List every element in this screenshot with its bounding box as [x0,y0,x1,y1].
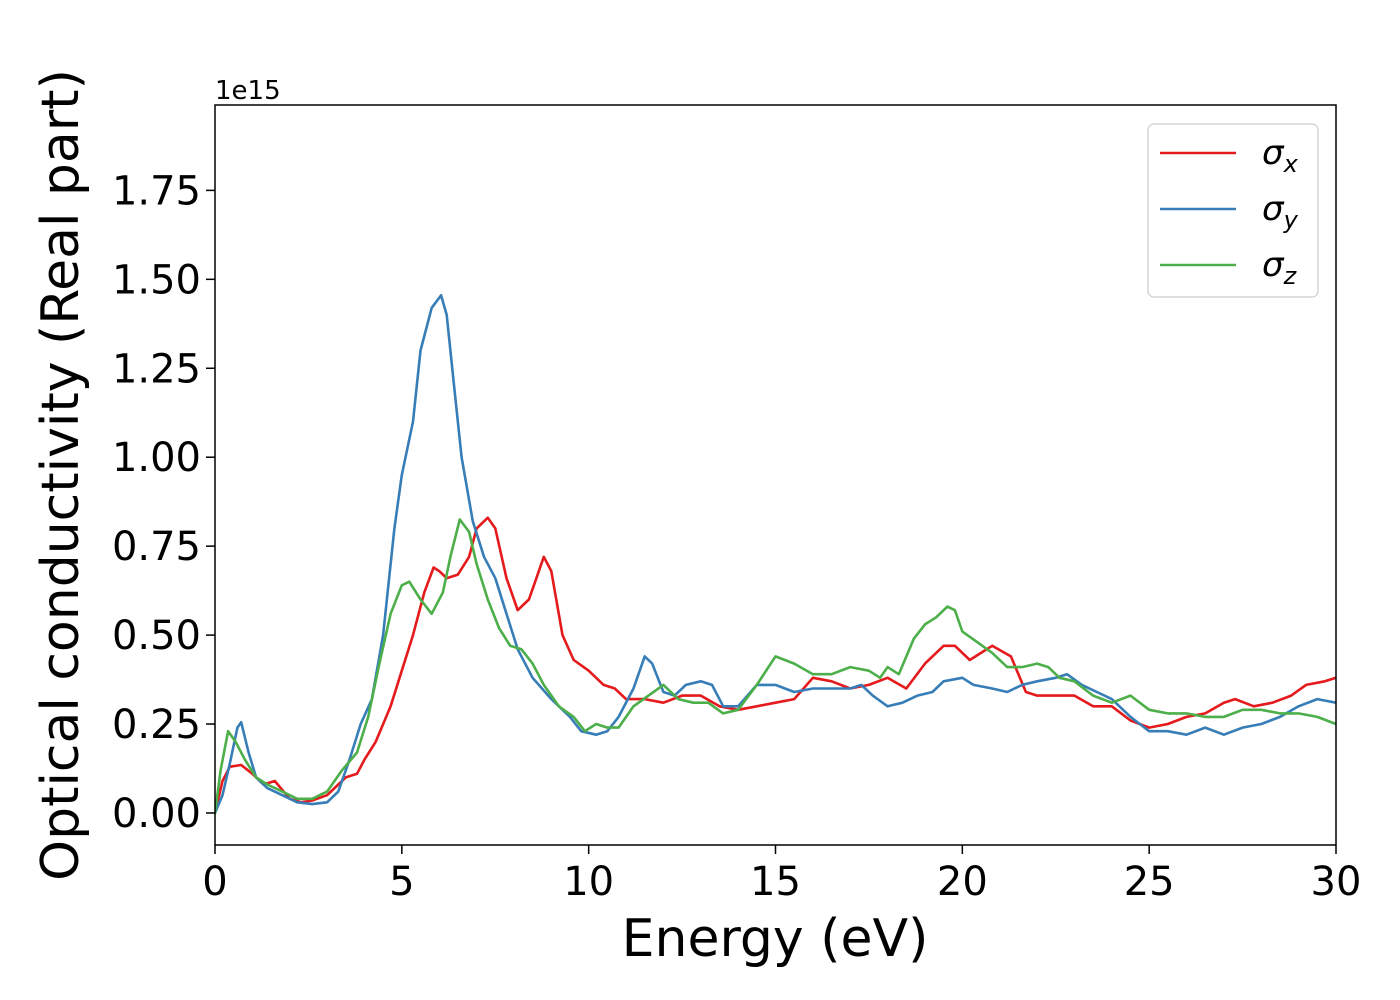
y-axis-label: Optical conductivity (Real part) [31,69,91,881]
legend-label-y: σy [1262,189,1299,234]
y-tick-label: 1.25 [112,346,201,392]
legend-label-x: σx [1262,133,1299,178]
x-tick-label: 30 [1311,859,1362,905]
series-line-y [215,294,1336,815]
x-axis-label: Energy (eV) [622,909,929,969]
y-tick-label: 1.00 [112,435,201,481]
y-tick-label: 0.00 [112,791,201,837]
x-tick-label: 25 [1124,859,1175,905]
legend-symbol: σ [1262,133,1285,173]
y-tick-label: 0.50 [112,613,201,659]
legend-subscript: y [1283,206,1299,234]
legend-symbol: σ [1262,189,1285,229]
y-offset-label: 1e15 [215,76,281,106]
legend-box [1147,123,1319,298]
legend-subscript: z [1283,262,1298,290]
y-tick-label: 0.75 [112,524,201,570]
x-tick-label: 0 [202,859,227,905]
series-layer [215,294,1336,815]
y-tick-label: 0.25 [112,702,201,748]
legend-subscript: x [1283,150,1299,178]
legend-label-z: σz [1262,245,1298,290]
plot-area [214,104,1337,846]
series-line-z [215,518,1336,815]
legend-symbol: σ [1262,245,1285,285]
x-axis: 0 5 10 15 20 25 30 [202,845,1361,905]
y-axis: 0.00 0.25 0.50 0.75 1.00 1.25 1.50 1.75 [112,168,215,837]
y-tick-label: 1.50 [112,257,201,303]
x-tick-label: 15 [750,859,801,905]
x-tick-label: 10 [563,859,614,905]
x-tick-label: 5 [389,859,414,905]
y-tick-label: 1.75 [112,168,201,214]
x-tick-label: 20 [937,859,988,905]
